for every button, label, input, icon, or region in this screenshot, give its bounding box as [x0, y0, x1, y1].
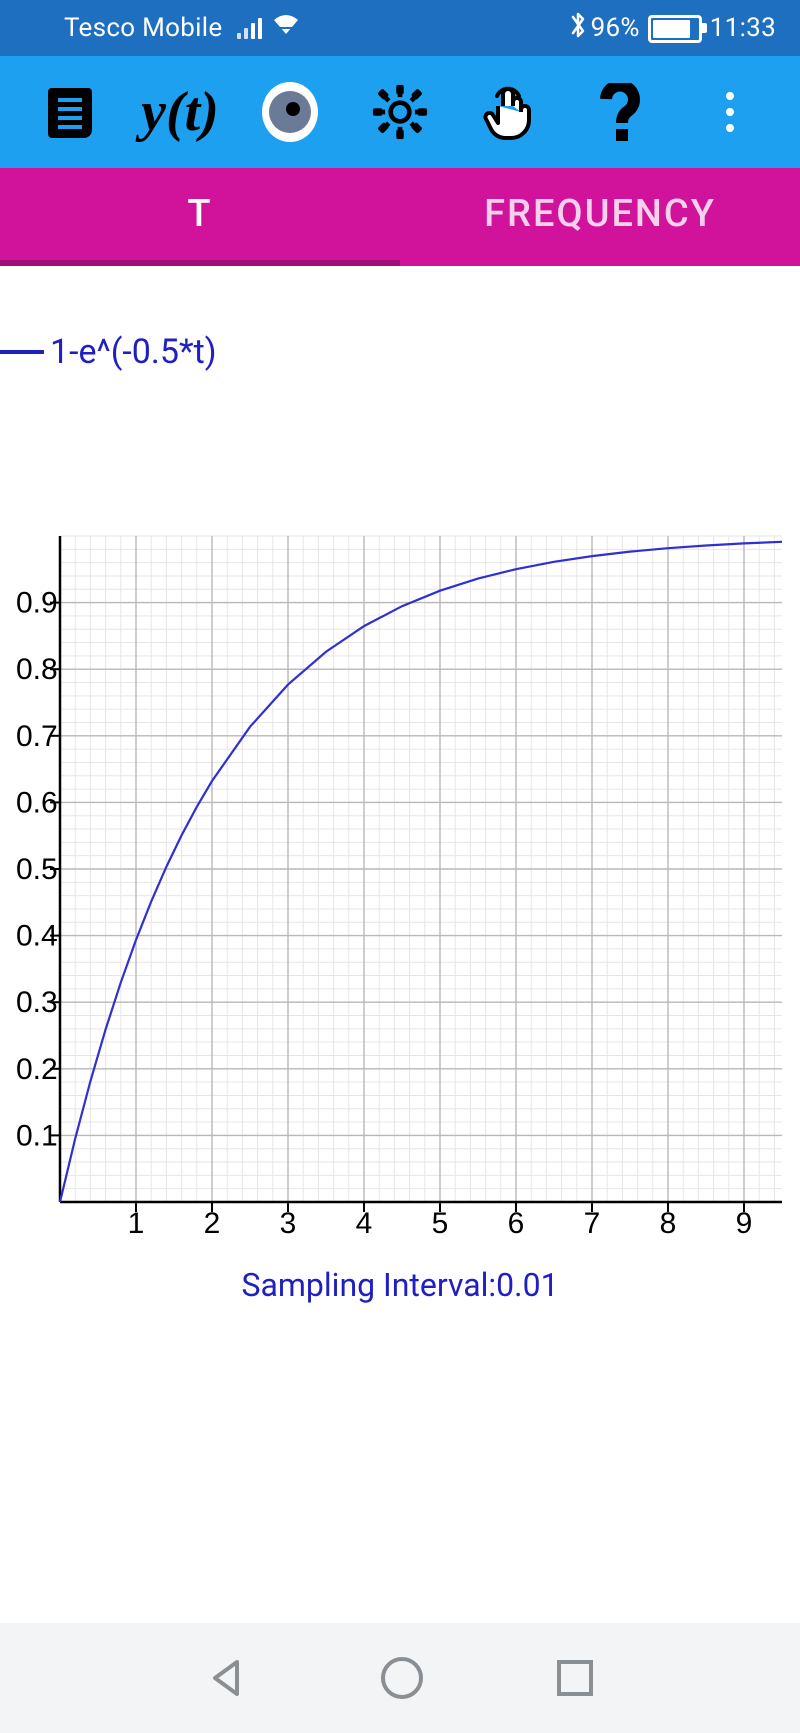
- carrier-label: Tesco Mobile: [64, 13, 223, 43]
- svg-text:0.5: 0.5: [16, 853, 58, 886]
- svg-text:0.6: 0.6: [16, 786, 58, 819]
- app-toolbar: y(t): [0, 56, 800, 168]
- svg-text:6: 6: [508, 1207, 525, 1234]
- svg-text:0.3: 0.3: [16, 986, 58, 1019]
- bluetooth-icon: [569, 11, 587, 46]
- clock: 11:33: [710, 13, 776, 43]
- svg-text:8: 8: [660, 1207, 677, 1234]
- svg-text:2: 2: [204, 1207, 221, 1234]
- overflow-menu-icon[interactable]: [702, 84, 758, 140]
- legend-expression: 1-e^(-0.5*t): [50, 332, 217, 372]
- svg-text:5: 5: [432, 1207, 449, 1234]
- touch-hand-icon[interactable]: [482, 84, 538, 140]
- gear-icon[interactable]: [372, 84, 428, 140]
- sampling-value: 0.01: [496, 1266, 558, 1304]
- svg-text:4: 4: [356, 1207, 373, 1234]
- svg-text:1: 1: [128, 1207, 145, 1234]
- tab-bar: T FREQUENCY: [0, 168, 800, 266]
- android-status-bar: Tesco Mobile 96% 11:33: [0, 0, 800, 56]
- battery-icon: [648, 13, 702, 43]
- battery-pct: 96%: [591, 13, 640, 43]
- eye-icon[interactable]: [262, 84, 318, 140]
- signal-icon: [237, 18, 262, 39]
- svg-text:9: 9: [736, 1207, 753, 1234]
- svg-text:0.4: 0.4: [16, 920, 58, 953]
- svg-text:0.9: 0.9: [16, 587, 58, 620]
- sampling-prefix: Sampling Interval:: [241, 1266, 496, 1304]
- nav-back-icon[interactable]: [205, 1656, 249, 1700]
- main-panel: 1-e^(-0.5*t) 1 2 3 4 5 6 7 8 9 0.1 0.2 0.3 0.4 0.5 0.6…: [0, 266, 800, 1623]
- chart-legend: 1-e^(-0.5*t): [0, 332, 217, 372]
- tab-frequency-label: FREQUENCY: [484, 192, 716, 236]
- svg-text:3: 3: [280, 1207, 297, 1234]
- svg-text:0.8: 0.8: [16, 653, 58, 686]
- nav-home-icon[interactable]: [379, 1655, 425, 1701]
- svg-text:0.1: 0.1: [16, 1119, 58, 1152]
- tab-time[interactable]: T: [0, 168, 400, 266]
- nav-recent-icon[interactable]: [555, 1658, 595, 1698]
- svg-text:0.7: 0.7: [16, 720, 58, 753]
- legend-swatch: [0, 350, 44, 354]
- wifi-icon: [272, 13, 300, 43]
- svg-text:0.2: 0.2: [16, 1053, 58, 1086]
- chart[interactable]: 1 2 3 4 5 6 7 8 9 0.1 0.2 0.3 0.4 0.5 0.6 0.7 0.8 0.9: [12, 532, 788, 1234]
- function-yt-button[interactable]: y(t): [152, 84, 208, 140]
- help-icon[interactable]: [592, 84, 648, 140]
- tab-time-label: T: [187, 192, 212, 236]
- sampling-interval-label: Sampling Interval:0.01: [0, 1266, 800, 1304]
- tab-frequency[interactable]: FREQUENCY: [400, 168, 800, 266]
- notes-icon[interactable]: [42, 84, 98, 140]
- svg-text:7: 7: [584, 1207, 601, 1234]
- android-nav-bar: [0, 1623, 800, 1733]
